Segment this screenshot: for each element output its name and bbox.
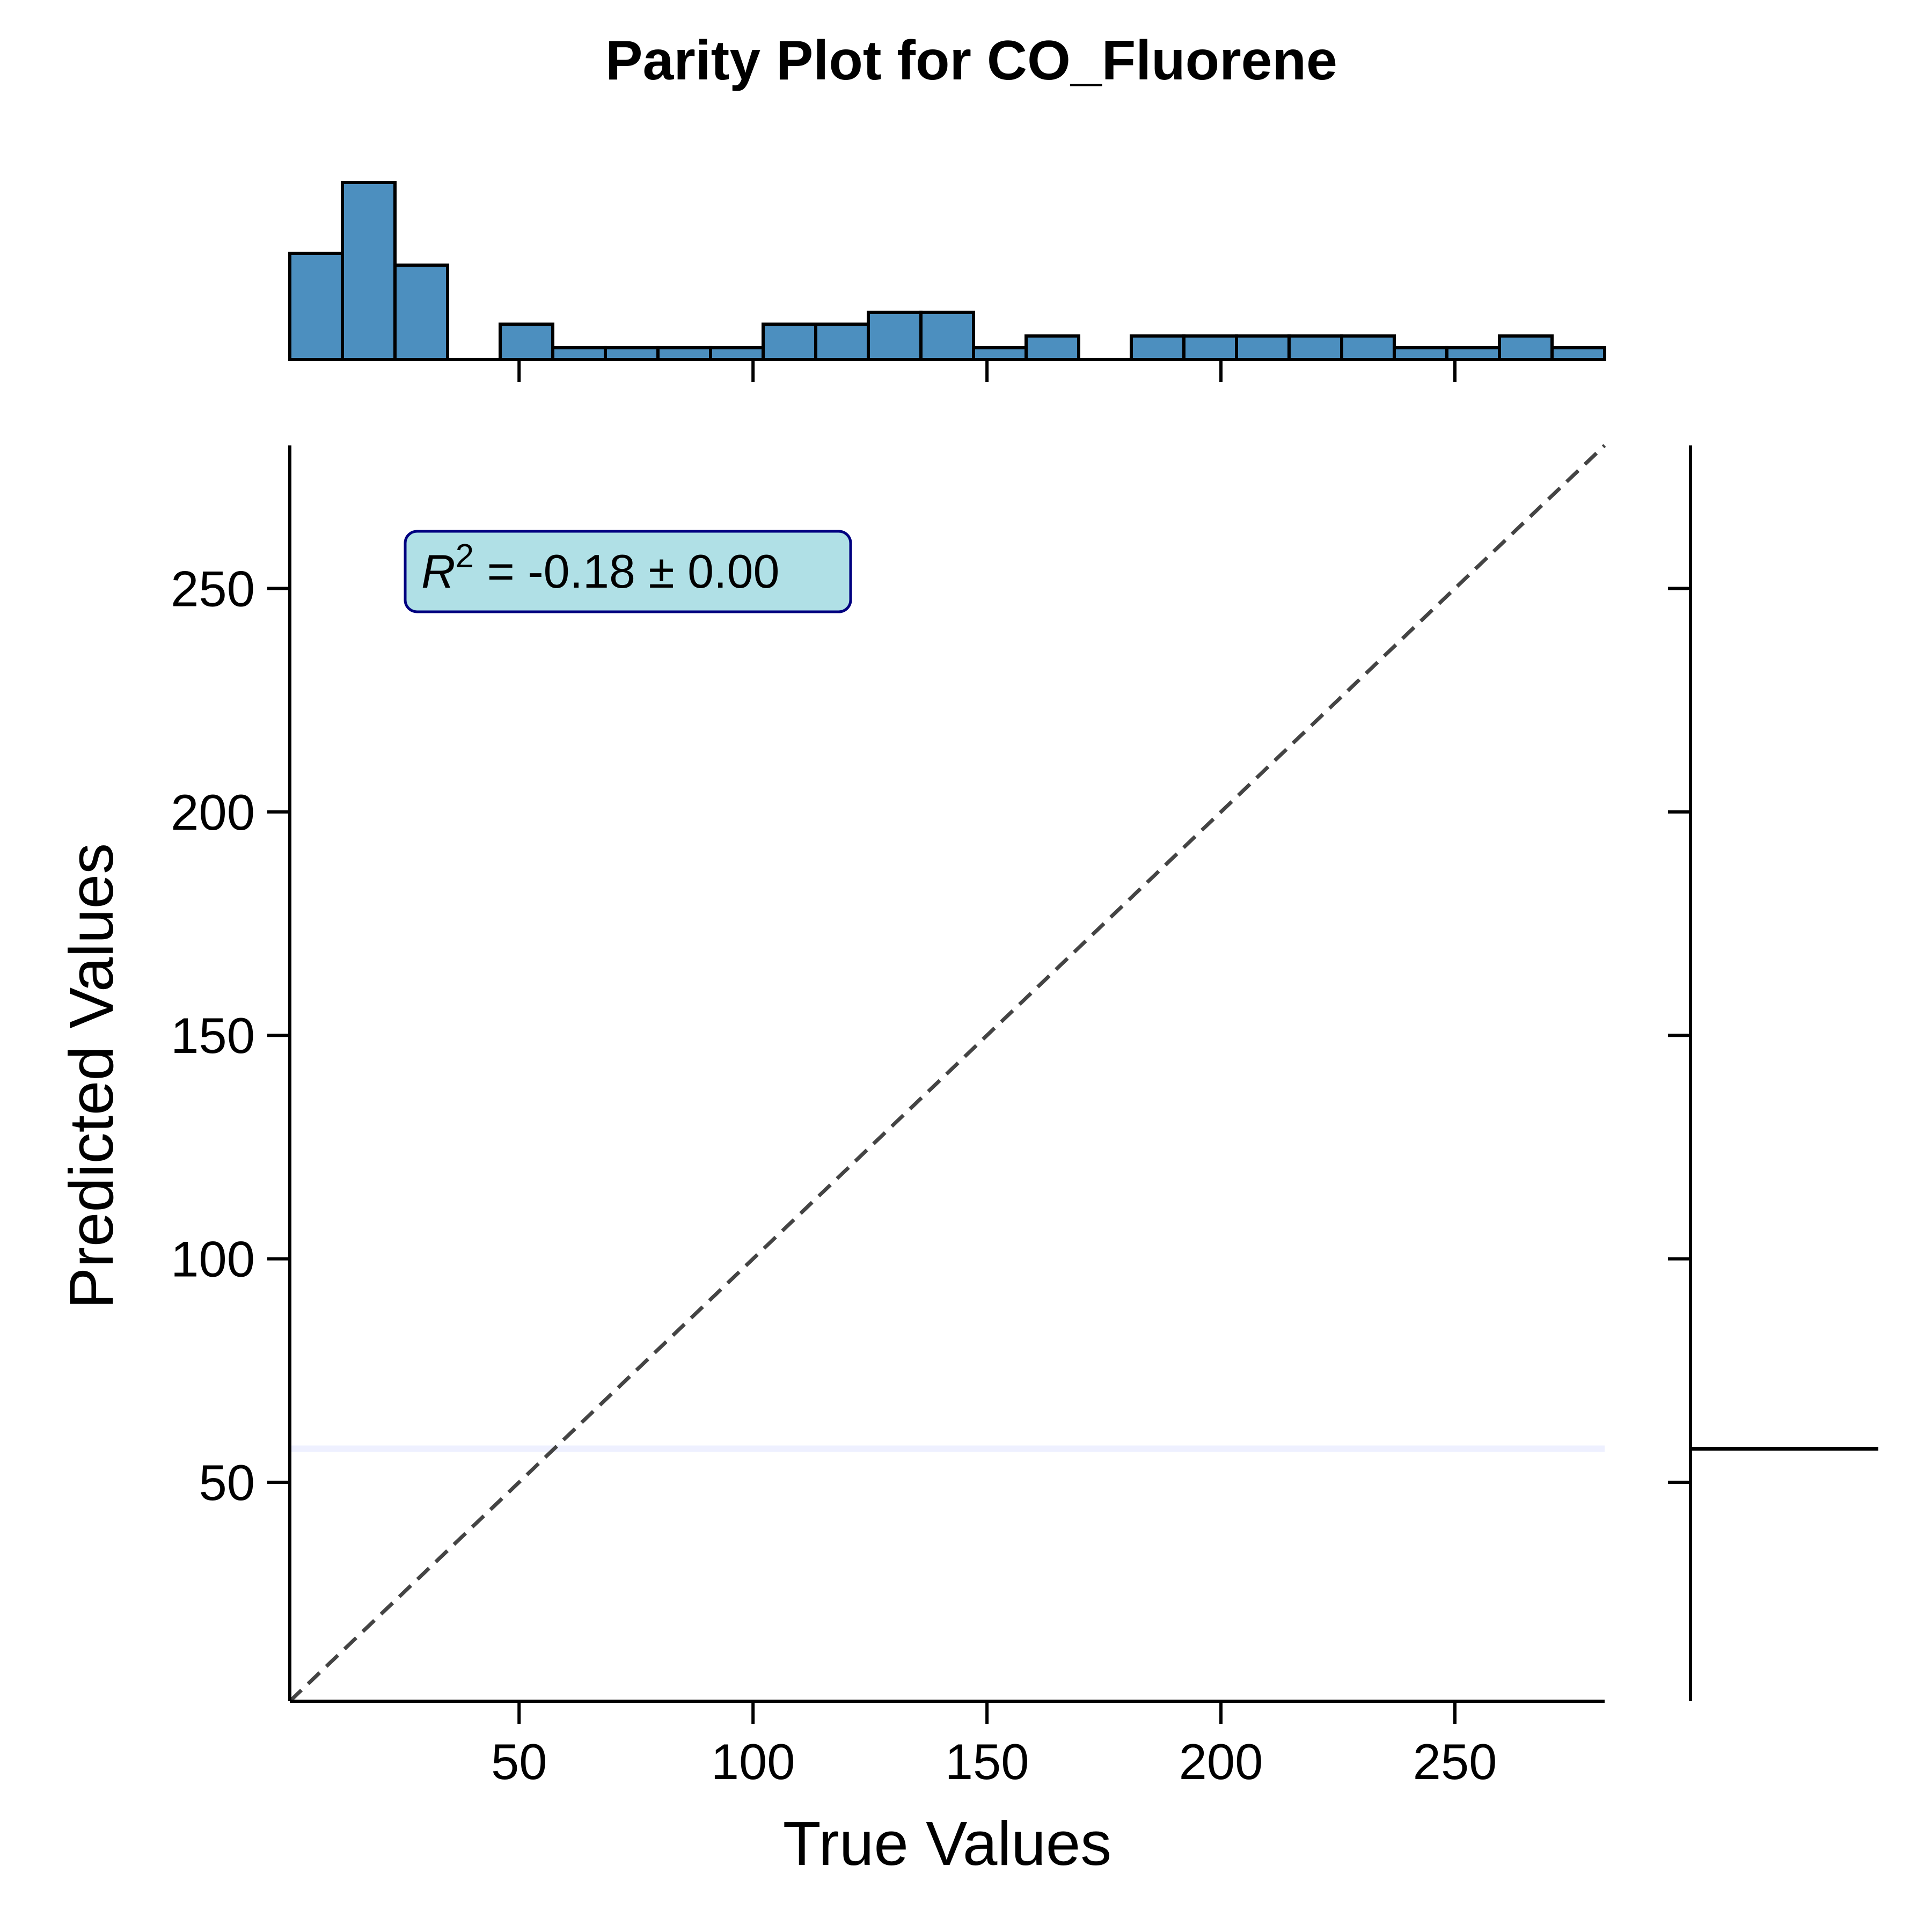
top-histogram [288,181,1606,382]
r2-annotation-text: R2 = -0.18 ± 0.00 [421,538,779,598]
right-histogram [1668,445,1878,1701]
y-tick-label: 250 [171,560,255,617]
histogram-bar [499,323,554,361]
histogram-bar [393,264,449,361]
r2-annotation-box [404,530,852,613]
y-tick-label: 150 [171,1007,255,1064]
x-tick-label: 200 [1179,1733,1263,1790]
histogram-bar [1024,334,1080,361]
y-tick-label: 50 [199,1454,255,1511]
histogram-bar [288,252,344,361]
x-tick-label: 250 [1413,1733,1497,1790]
histogram-bar [1393,346,1448,362]
histogram-bar [1287,334,1343,361]
y-tick-label: 100 [171,1231,255,1287]
x-tick-label: 150 [945,1733,1029,1790]
x-tick-label: 50 [491,1733,547,1790]
histogram-bar [1445,346,1501,362]
parity-line [288,444,1606,1703]
histogram-bar [604,346,660,362]
x-tick-label: 100 [711,1733,795,1790]
chart-title: Parity Plot for CO_Fluorene [605,30,1337,92]
histogram-bar [551,346,607,362]
histogram-bar [1498,334,1554,361]
histogram-bar [762,323,817,361]
histogram-bar [656,346,712,362]
histogram-bar [867,310,923,362]
histogram-bar [814,323,870,361]
x-axis-label: True Values [783,1809,1112,1878]
histogram-bar [1550,346,1606,362]
histogram-bar [1182,334,1238,361]
histogram-bar [1130,334,1185,361]
main-plot-area: 50 100 150 200 250 50 100 150 200 250 R2 = -0.18 ±… [171,444,1606,1790]
histogram-bar [341,181,397,361]
histogram-bar [709,346,765,362]
y-axis-label: Predicted Values [56,843,126,1309]
histogram-bar [1235,334,1291,361]
histogram-bar [972,346,1028,362]
y-tick-label: 200 [171,784,255,840]
histogram-bar [919,310,975,362]
histogram-bar [1340,334,1396,361]
